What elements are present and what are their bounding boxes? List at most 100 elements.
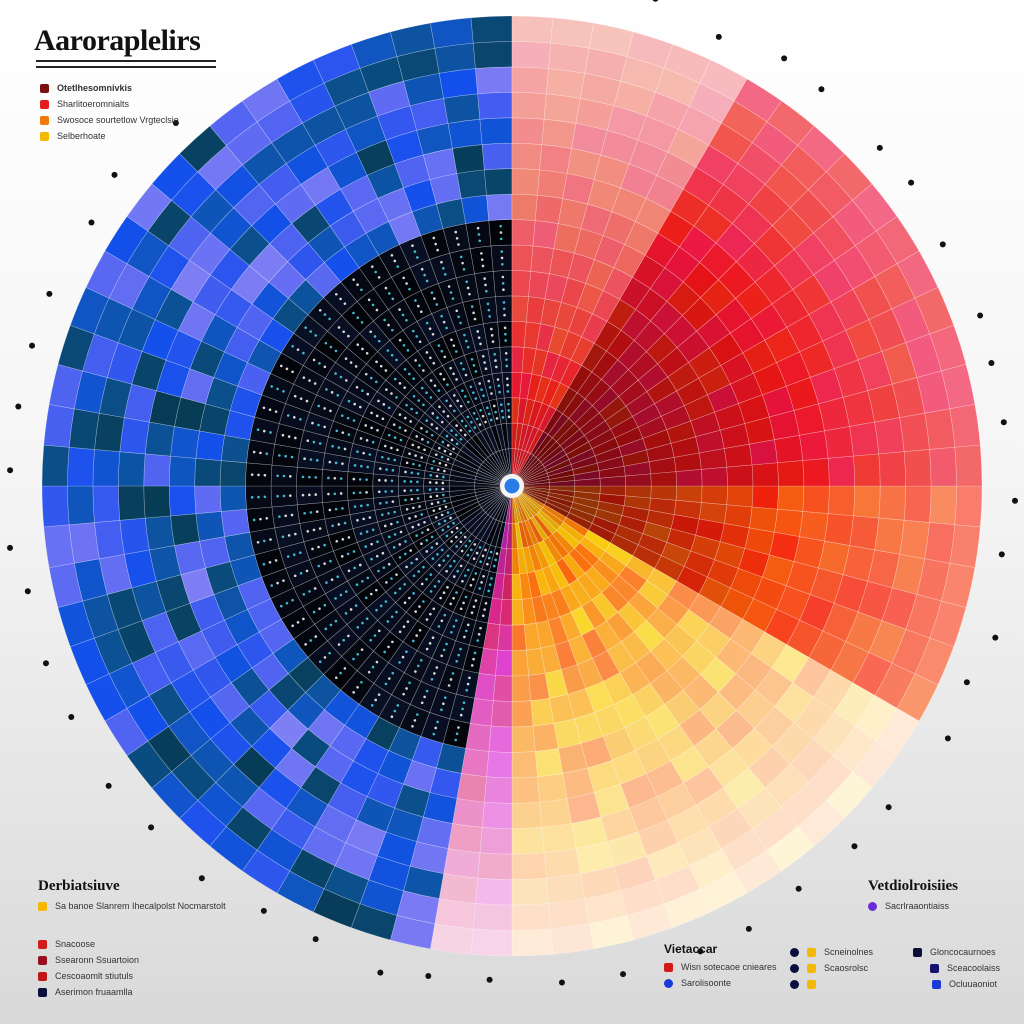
wheel-dot [339,492,343,495]
wheel-dot [440,548,444,552]
wheel-dot [418,340,422,344]
wheel-dot [292,553,296,556]
rim-marker [377,969,384,976]
wheel-dot [435,474,439,478]
wheel-cell [67,446,95,487]
wheel-cell [624,221,659,256]
wheel-dot [405,461,409,465]
wheel-cell [649,670,684,705]
wheel-dot [430,466,434,470]
wheel-dot [435,666,439,669]
wheel-cell [534,194,564,224]
wheel-dot [492,404,496,408]
wheel-dot [412,462,415,466]
legend-label: Ssearonn Ssuartoion [55,955,140,965]
wheel-dot [390,446,393,450]
rim-marker [818,86,825,93]
wheel-dot [347,536,351,539]
wheel-dot [280,364,283,368]
wheel-cell [511,41,552,69]
wheel-dot [494,410,497,414]
wheel-dot [288,475,292,478]
wheel-cell [486,751,513,779]
wheel-dot [422,369,425,372]
wheel-dot [505,364,509,368]
wheel-dot [413,719,417,722]
wheel-dot [501,262,504,266]
wheel-dot [370,704,374,707]
wheel-dot [478,423,482,426]
wheel-dot [449,602,452,606]
wheel-cell [726,464,754,487]
wheel-cell [799,430,829,461]
wheel-dot [278,515,281,518]
wheel-dot [420,426,423,430]
wheel-cell [587,759,621,793]
rim-marker [781,55,788,62]
wheel-cell [511,725,536,753]
wheel-dot [435,481,438,485]
wheel-dot [323,407,326,410]
wheel-cell [830,641,870,684]
rim-marker [68,714,75,721]
wheel-dot [346,552,350,556]
wheel-dot [361,347,364,351]
wheel-dot [361,621,364,625]
wheel-dot [312,440,316,444]
wheel-dot [317,404,321,408]
wheel-cell [849,515,880,551]
wheel-dot [328,508,332,512]
wheel-cell [693,204,733,244]
wheel-dot [414,515,417,518]
wheel-dot [382,566,386,569]
wheel-dot [493,352,496,356]
wheel-dot [390,479,394,483]
wheel-dot [294,436,297,440]
wheel-dot [398,426,402,429]
wheel-dot [341,462,344,465]
wheel-dot [450,540,453,543]
wheel-cell [874,417,905,455]
wheel-dot [393,591,397,595]
wheel-dot [291,370,294,374]
wheel-cell [144,515,175,551]
wheel-dot [368,516,372,519]
wheel-dot [455,591,458,594]
wheel-cell [475,877,513,906]
wheel-cell [802,485,830,514]
wheel-dot [436,501,440,504]
wheel-dot [486,562,489,566]
wheel-dot [293,394,297,398]
wheel-cell [771,644,810,684]
wheel-dot [464,595,468,599]
wheel-cell [511,346,525,373]
wheel-cell [126,695,170,742]
wheel-dot [470,420,473,424]
wheel-cell [663,43,712,84]
wheel-dot [328,460,332,464]
wheel-dot [456,399,460,403]
wheel-cell [666,655,701,691]
wheel-cell [657,594,689,625]
wheel-dot [428,481,432,484]
wheel-dot [390,522,393,526]
wheel-dot [330,578,334,581]
wheel-dot [370,426,373,430]
wheel-dot [416,488,419,492]
wheel-dot [360,464,363,468]
wheel-cell [511,599,525,626]
wheel-dot [470,664,474,667]
wheel-dot [488,386,492,389]
rim-marker [944,735,951,742]
wheel-dot [440,420,444,424]
wheel-dot [313,587,317,590]
wheel-dot [355,385,359,389]
legend-heading: Otetlhesomnivkis [40,80,179,96]
wheel-dot [323,543,326,547]
wheel-cell [511,903,552,931]
wheel-cell [766,100,815,146]
wheel-dot [442,559,446,562]
wheel-dot [495,417,499,420]
wheel-dot [315,459,319,462]
